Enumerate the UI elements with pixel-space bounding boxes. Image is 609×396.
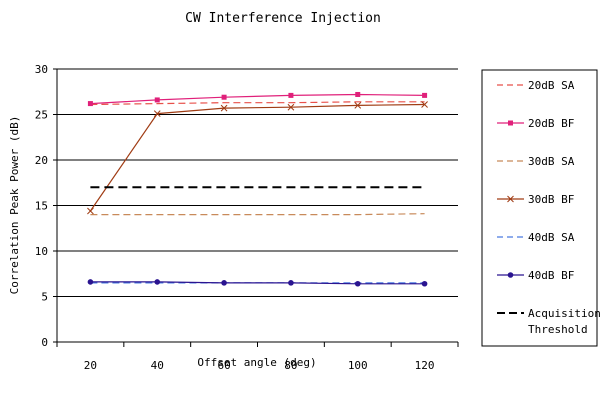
legend-label: 20dB SA [528,79,575,92]
x-tick-label: 100 [348,359,368,372]
series-20db-sa [90,101,425,106]
data-point-circle [221,280,227,286]
data-point-x [421,101,428,108]
legend-entry: Acquisition Threshold [497,307,601,336]
series-line [90,93,425,105]
data-point-x [354,102,362,109]
legend-label: 30dB SA [528,155,575,168]
series-40db-bf [87,279,428,287]
y-tick-label: 25 [35,109,48,122]
legend-entry: 30dB BF [497,193,574,206]
legend: 20dB SA 20dB BF 30dB SA 30dB BF 40dB SA 40dB … [481,69,601,347]
data-point-square [288,92,294,98]
data-point-square [87,101,93,107]
legend-label: 40dB BF [528,269,574,282]
data-point-circle [87,279,94,285]
data-point-circle [354,280,361,287]
data-point-square [355,91,361,97]
y-axis-label: Correlation Peak Power (dB) [8,116,21,295]
data-point-x [220,104,228,112]
y-tick-label: 15 [35,200,48,213]
x-ticks: 20 40 60 80 100 120 [56,342,459,372]
legend-box [481,69,598,347]
data-point-x [287,103,295,111]
legend-label: Acquisition [528,307,601,320]
data-point-square [154,97,160,103]
x-tick-label: 60 [217,359,230,372]
data-point-square [422,92,428,98]
data-point-x [87,207,94,215]
legend-entry: 40dB SA [497,231,575,244]
x-tick-label: 20 [84,359,97,372]
legend-entry: 20dB BF [497,117,574,130]
y-tick-label: 5 [41,291,48,304]
legend-entry: 20dB SA [497,79,575,92]
series-line [90,101,425,106]
series-group [87,91,428,287]
legend-entry: 30dB SA [497,155,575,168]
series-30db-bf [87,101,428,215]
y-ticks: 0 5 10 15 20 25 30 [35,63,57,349]
y-tick-label: 10 [35,245,48,258]
x-tick-label: 120 [415,359,435,372]
x-tick-label: 40 [151,359,164,372]
data-point-circle [421,280,428,287]
x-axis-label: Offset angle (deg) [197,356,316,369]
data-point-x [507,195,514,203]
series-line [90,213,425,216]
series-line [89,103,425,212]
data-point-square [221,94,227,100]
series-20db-bf [87,91,428,107]
legend-label: 20dB BF [528,117,574,130]
legend-entry: 40dB BF [497,269,574,282]
data-point-circle [288,280,294,286]
data-point-circle [507,272,514,278]
chart-title: CW Interference Injection [185,11,381,26]
x-tick-label: 80 [284,359,297,372]
data-point-square [508,120,513,126]
legend-label: 40dB SA [528,231,575,244]
series-30db-sa [90,213,425,216]
data-point-x [153,110,161,117]
series-line [90,281,425,285]
y-tick-label: 30 [35,63,48,76]
legend-label: 30dB BF [528,193,574,206]
y-tick-label: 20 [35,154,48,167]
legend-label: Threshold [528,323,588,336]
data-point-circle [154,279,161,285]
y-tick-label: 0 [41,336,48,349]
grid [57,68,458,297]
